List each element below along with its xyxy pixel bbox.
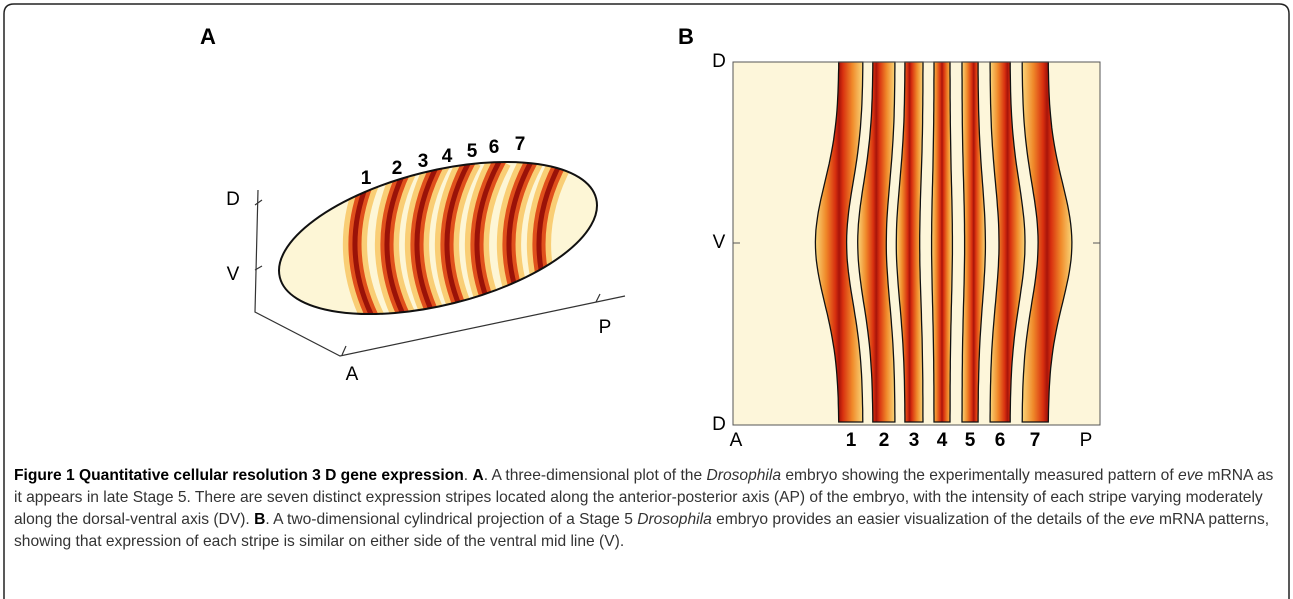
stripe <box>930 61 954 423</box>
panel-label: B <box>678 24 694 49</box>
axis-label: A <box>346 364 359 385</box>
caption-text: embryo showing the experimentally measur… <box>781 467 1179 484</box>
frame <box>3 3 1290 599</box>
stripe-label: 7 <box>515 134 526 155</box>
embryo-outline <box>278 160 598 316</box>
caption-text: B <box>254 511 266 528</box>
stripe-label: 7 <box>1030 430 1041 451</box>
caption-text: Figure 1 Quantitative cellular resolutio… <box>14 467 464 484</box>
caption-text: . A three-dimensional plot of the <box>483 467 707 484</box>
caption-text: eve <box>1178 467 1204 484</box>
axis-label: P <box>1080 430 1093 451</box>
panel-label: A <box>200 24 216 49</box>
stripe-label: 5 <box>965 430 976 451</box>
stripe-label: 4 <box>442 146 453 167</box>
caption-text: embryo provides an easier visualization … <box>711 511 1130 528</box>
stripe <box>857 61 896 423</box>
stripe-label: 1 <box>846 430 857 451</box>
figure-caption: Figure 1 Quantitative cellular resolutio… <box>14 465 1276 553</box>
stripe-label: 4 <box>937 430 948 451</box>
caption-text: . <box>463 467 473 484</box>
stripe <box>989 61 1026 423</box>
axis-label: V <box>713 232 726 253</box>
stripe-label: 1 <box>361 168 372 189</box>
caption-text: Drosophila <box>637 511 712 528</box>
stripe <box>814 61 864 423</box>
stripe-label: 2 <box>392 158 403 179</box>
stripe <box>895 61 924 423</box>
caption-text: eve <box>1129 511 1155 528</box>
caption-text: mRNA patterns, showing that expression o… <box>14 511 1270 550</box>
caption-text: mRNA as it appears in late Stage 5. Ther… <box>14 467 1274 528</box>
axis-label: A <box>730 430 743 451</box>
stripe-label: 2 <box>879 430 890 451</box>
axis-label: D <box>226 189 240 210</box>
expression-stripes <box>814 61 1073 423</box>
stripe-label: 3 <box>418 151 429 172</box>
stripe <box>961 61 987 423</box>
axis-label: V <box>227 264 240 285</box>
stripe-label: 3 <box>909 430 920 451</box>
stripe-label: 5 <box>467 141 478 162</box>
axis-label: P <box>599 317 612 338</box>
stripe-label: 6 <box>995 430 1006 451</box>
caption-text: A <box>472 467 484 484</box>
stripe-label: 6 <box>489 137 500 158</box>
axis-label: D <box>712 414 726 435</box>
caption-text: Drosophila <box>706 467 782 484</box>
axes-3d <box>254 189 626 357</box>
caption-text: . A two-dimensional cylindrical projecti… <box>265 511 638 528</box>
axis-label: D <box>712 51 726 72</box>
stripe <box>1021 61 1073 423</box>
